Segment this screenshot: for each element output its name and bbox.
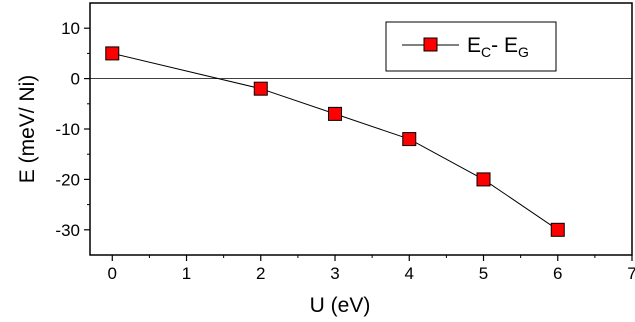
- legend-label-sub-c: C: [481, 44, 491, 60]
- y-tick-label: -30: [55, 221, 80, 240]
- x-tick-label: 5: [479, 264, 488, 283]
- legend-label: EC- EG: [467, 34, 529, 60]
- data-point-marker: [105, 46, 120, 61]
- y-tick-label: 10: [61, 19, 80, 38]
- series-line: [112, 52, 559, 231]
- legend-marker: [423, 37, 438, 52]
- data-point-marker: [253, 81, 268, 96]
- plot-frame: [89, 2, 633, 256]
- data-point-marker: [328, 106, 343, 121]
- x-tick-label: 7: [627, 264, 635, 283]
- legend: EC- EG: [385, 21, 557, 72]
- x-axis-title: U (eV): [310, 294, 371, 317]
- legend-label-sub-g: G: [518, 44, 529, 60]
- x-tick-label: 3: [330, 264, 339, 283]
- legend-box: [385, 21, 557, 72]
- data-point-marker: [402, 132, 417, 147]
- x-tick-label: 0: [108, 264, 117, 283]
- y-tick-label: -10: [55, 120, 80, 139]
- y-axis-title: E (meV/ Ni): [16, 75, 39, 184]
- x-tick-label: 1: [182, 264, 191, 283]
- x-tick-label: 6: [553, 264, 562, 283]
- legend-label-e1: E: [467, 34, 481, 57]
- y-tick-label: 0: [71, 70, 80, 89]
- data-point-marker: [476, 172, 491, 187]
- legend-label-e2: - E: [491, 34, 518, 57]
- x-tick-label: 2: [256, 264, 265, 283]
- y-tick-label: -20: [55, 170, 80, 189]
- data-point-marker: [550, 222, 565, 237]
- x-tick-label: 4: [405, 264, 414, 283]
